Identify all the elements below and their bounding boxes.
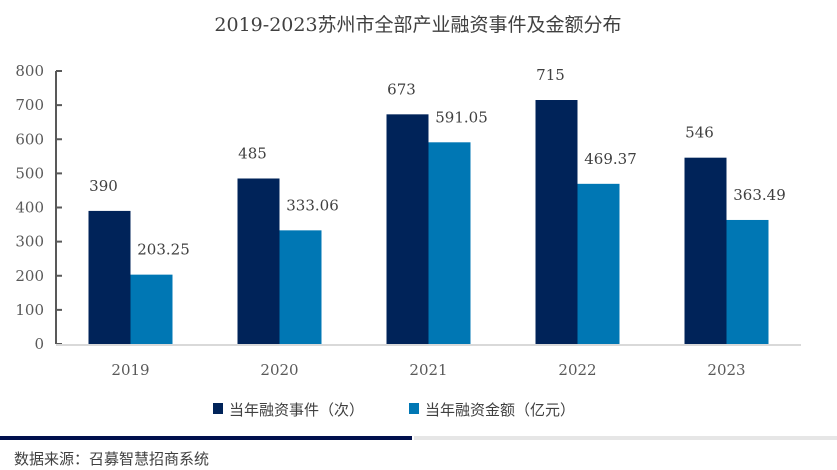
legend: 当年融资事件（次） 当年融资金额（亿元） <box>213 401 575 419</box>
chart-title: 2019-2023苏州市全部产业融资事件及金额分布 <box>214 14 621 36</box>
y-tick-label: 100 <box>15 301 44 319</box>
y-tick-label: 800 <box>15 62 44 80</box>
bar-events-2021 <box>386 114 429 345</box>
bars: 390 203.25 485 333.06 673 591.05 715 469.37 546 3… <box>88 66 786 345</box>
x-tick-label: 2021 <box>409 361 447 379</box>
bar-amount-2019 <box>130 274 173 344</box>
x-tick-label: 2022 <box>558 361 596 379</box>
data-label: 390 <box>89 177 118 195</box>
y-tick-label: 200 <box>15 267 44 285</box>
bar-events-2019 <box>88 210 131 344</box>
data-label: 715 <box>536 66 565 84</box>
bar-events-2022 <box>535 100 578 344</box>
x-tick-label: 2019 <box>111 361 149 379</box>
bar-amount-2020 <box>279 230 322 344</box>
footer-bar-light <box>414 436 837 440</box>
data-label: 546 <box>685 124 714 142</box>
legend-label: 当年融资事件（次） <box>229 401 364 419</box>
bar-amount-2022 <box>577 183 620 344</box>
y-tick-label: 700 <box>15 96 44 114</box>
legend-label: 当年融资金额（亿元） <box>425 401 575 419</box>
bar-events-2020 <box>237 178 280 344</box>
data-label: 485 <box>238 144 267 162</box>
y-tick-label: 500 <box>15 164 44 182</box>
x-tick-label: 2020 <box>260 361 298 379</box>
data-label: 469.37 <box>584 150 637 168</box>
y-tick-label: 0 <box>34 335 44 353</box>
data-label: 363.49 <box>733 186 786 204</box>
x-tick-label: 2023 <box>707 361 745 379</box>
y-axis: 0 100 200 300 400 500 600 700 800 <box>15 62 62 353</box>
y-tick-label: 600 <box>15 130 44 148</box>
footer-bar-dark <box>0 436 412 440</box>
bar-amount-2023 <box>726 219 769 344</box>
legend-swatch <box>213 403 223 414</box>
bar-events-2023 <box>684 157 727 344</box>
data-label: 333.06 <box>286 196 339 214</box>
x-axis: 2019 2020 2021 2022 2023 <box>56 344 801 379</box>
y-tick-label: 400 <box>15 199 44 217</box>
data-label: 591.05 <box>435 108 488 126</box>
y-tick-label: 300 <box>15 233 44 251</box>
bar-amount-2021 <box>428 142 471 344</box>
source-note: 数据来源：召募智慧招商系统 <box>14 450 209 468</box>
data-label: 203.25 <box>137 241 190 259</box>
data-label: 673 <box>387 80 416 98</box>
legend-swatch <box>409 403 419 414</box>
